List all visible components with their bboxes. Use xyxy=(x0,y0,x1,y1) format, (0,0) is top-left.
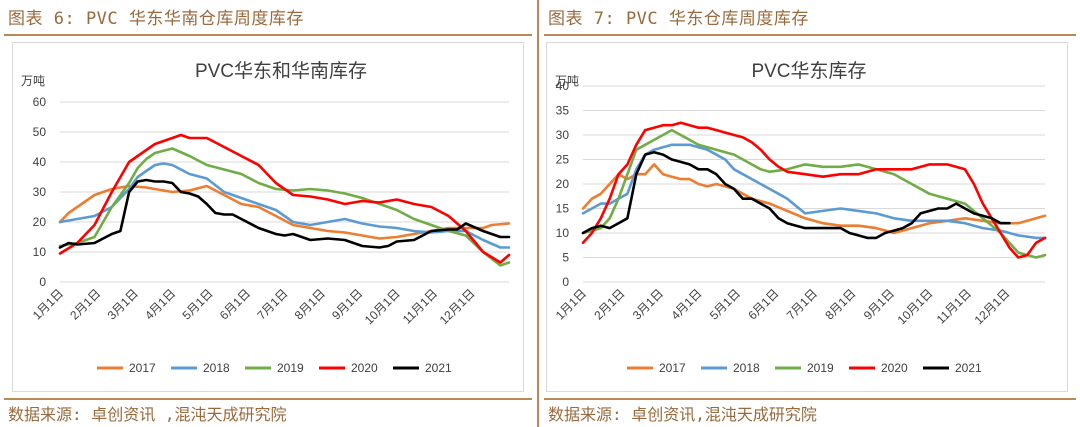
y-axis-unit-label: 万吨 xyxy=(555,74,579,88)
series-line-2020 xyxy=(581,121,1047,259)
figure-caption: 图表 6: PVC 华东华南仓库周度库存 xyxy=(8,9,304,29)
series-line-2018 xyxy=(581,143,1047,240)
x-tick-label: 7月1日 xyxy=(254,286,290,322)
y-tick-label: 0 xyxy=(39,275,46,289)
x-tick-label: 9月1日 xyxy=(329,286,365,322)
y-tick-label: 15 xyxy=(556,202,570,216)
chart-frame: PVC华东库存万吨 0 5 10 15 20 25 30 35 40 1月1日 2月1日 3月1日 4月1… xyxy=(546,42,1068,392)
caption-rule xyxy=(4,34,532,36)
x-tick-label: 6月1日 xyxy=(745,286,781,322)
x-tick-label: 11月1日 xyxy=(400,286,440,326)
y-tick-label: 40 xyxy=(556,79,570,93)
x-tick-label: 5月1日 xyxy=(179,286,215,322)
chart-frame: PVC华东和华南库存万吨 0 10 20 30 40 50 60 1月1日 2月1日 3月1日 4月1… xyxy=(12,42,524,392)
figure-panel-1: 图表 6: PVC 华东华南仓库周度库存 PVC华东和华南库存万吨 0 10 20 30… xyxy=(0,0,536,427)
y-tick-label: 25 xyxy=(556,153,570,167)
figure-caption: 图表 7: PVC 华东仓库周度库存 xyxy=(548,9,809,29)
y-tick-label: 40 xyxy=(33,155,47,169)
x-tick-label: 9月1日 xyxy=(861,286,897,322)
y-tick-label: 30 xyxy=(33,185,47,199)
y-axis-unit-label: 万吨 xyxy=(21,74,45,88)
chart-title: PVC华东和华南库存 xyxy=(195,60,367,82)
legend-label-2021: 2021 xyxy=(425,361,452,375)
x-tick-label: 2月1日 xyxy=(591,286,627,322)
x-tick-label: 7月1日 xyxy=(784,286,820,322)
series-line-2019 xyxy=(581,128,1047,259)
source-rule xyxy=(544,398,1076,400)
y-tick-label: 0 xyxy=(562,275,569,289)
legend-label-2017: 2017 xyxy=(659,361,686,375)
legend-label-2020: 2020 xyxy=(881,361,908,375)
chart-title: PVC华东库存 xyxy=(751,60,866,82)
x-tick-label: 3月1日 xyxy=(630,286,666,322)
x-tick-label: 10月1日 xyxy=(362,286,403,327)
series-line-2019 xyxy=(58,147,511,267)
series-line-2018 xyxy=(58,162,511,249)
x-tick-label: 10月1日 xyxy=(895,286,936,327)
x-tick-label: 1月1日 xyxy=(553,286,589,322)
legend-label-2019: 2019 xyxy=(807,361,834,375)
source-rule xyxy=(4,398,532,400)
x-tick-label: 11月1日 xyxy=(934,286,974,326)
y-tick-label: 20 xyxy=(33,215,47,229)
figure-panel-2: 图表 7: PVC 华东仓库周度库存 PVC华东库存万吨 0 5 10 15 20 25 30… xyxy=(540,0,1080,427)
x-tick-label: 2月1日 xyxy=(67,286,103,322)
caption-rule xyxy=(544,34,1076,36)
legend-label-2018: 2018 xyxy=(203,361,230,375)
y-tick-label: 10 xyxy=(556,226,570,240)
x-tick-label: 5月1日 xyxy=(707,286,743,322)
x-tick-label: 8月1日 xyxy=(292,286,328,322)
x-tick-label: 12月1日 xyxy=(437,286,478,327)
x-tick-label: 8月1日 xyxy=(822,286,858,322)
series-line-2020 xyxy=(58,133,511,264)
legend-label-2019: 2019 xyxy=(277,361,304,375)
x-tick-label: 4月1日 xyxy=(142,286,178,322)
x-tick-label: 6月1日 xyxy=(217,286,253,322)
legend-label-2020: 2020 xyxy=(351,361,378,375)
y-tick-label: 35 xyxy=(556,104,570,118)
y-tick-label: 60 xyxy=(33,95,47,109)
legend-label-2017: 2017 xyxy=(129,361,156,375)
y-tick-label: 30 xyxy=(556,128,570,142)
x-tick-label: 3月1日 xyxy=(105,286,141,322)
panel-divider xyxy=(537,0,539,427)
series-line-2021 xyxy=(58,178,511,249)
x-tick-label: 4月1日 xyxy=(668,286,704,322)
x-tick-label: 1月1日 xyxy=(30,286,66,322)
series-line-2021 xyxy=(581,150,1011,240)
source-note: 数据来源: 卓创资讯,混沌天成研究院 xyxy=(548,405,817,424)
legend-label-2021: 2021 xyxy=(955,361,982,375)
legend-label-2018: 2018 xyxy=(733,361,760,375)
x-tick-label: 12月1日 xyxy=(972,286,1013,327)
y-tick-label: 20 xyxy=(556,177,570,191)
source-note: 数据来源: 卓创资讯 ,混沌天成研究院 xyxy=(8,405,287,424)
y-tick-label: 5 xyxy=(562,251,569,265)
y-tick-label: 50 xyxy=(33,125,47,139)
y-tick-label: 10 xyxy=(33,245,47,259)
